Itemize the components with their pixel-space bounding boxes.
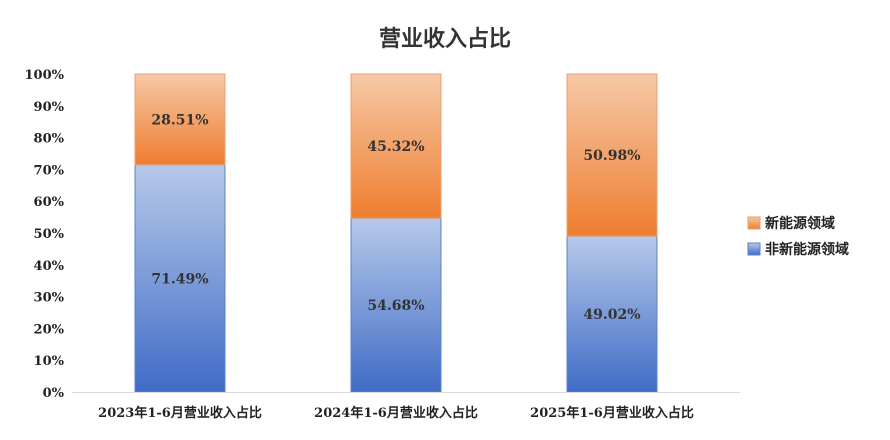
y-axis: 0% 10% 20% 30% 40% 50% 60% 70% 80% 90% 100% [25,68,65,401]
y-tick-label: 60% [34,195,65,210]
bar-segment [134,164,226,393]
y-tick-label: 0% [43,386,65,401]
y-tick-label: 70% [34,163,65,178]
y-tick-label: 90% [34,100,65,115]
y-tick-label: 50% [34,227,65,242]
bars: 71.49% 28.51% 54.68% 45.32% 49.02% 50.98% [134,73,658,393]
legend-swatch [747,216,761,230]
chart-title: 营业收入占比 [379,26,511,52]
data-label: 28.51% [151,112,208,128]
y-tick-label: 20% [34,322,65,337]
y-tick-label: 30% [34,291,65,306]
data-label: 49.02% [583,307,640,323]
y-tick-label: 40% [34,259,65,274]
x-category-label: 2025年1-6月营业收入占比 [530,405,694,421]
bar-segment [350,73,442,219]
x-category-label: 2024年1-6月营业收入占比 [314,405,478,421]
legend-label: 非新能源领域 [765,241,849,258]
legend-swatch [747,242,761,256]
data-label: 71.49% [151,271,208,287]
x-category-label: 2023年1-6月营业收入占比 [98,405,262,421]
data-label: 45.32% [367,139,424,155]
x-axis: 2023年1-6月营业收入占比 2024年1-6月营业收入占比 2025年1-6月营… [72,392,740,421]
y-tick-label: 100% [25,68,65,83]
legend-label: 新能源领域 [765,215,835,232]
bar-segment [134,73,226,166]
y-tick-label: 80% [34,132,65,147]
y-tick-label: 10% [34,354,65,369]
bar-segment [566,235,658,393]
bar-segment [566,73,658,237]
data-label: 54.68% [367,298,424,314]
data-label: 50.98% [583,148,640,164]
